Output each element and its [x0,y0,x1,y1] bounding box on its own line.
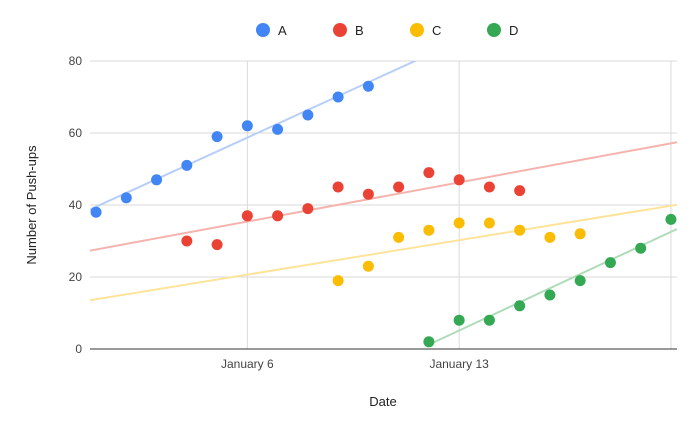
data-point-b [241,210,253,222]
y-tick-label: 0 [75,342,82,356]
legend-label-b: B [355,23,364,38]
y-tick-label: 80 [69,54,83,68]
data-point-c [483,217,495,229]
x-tick-label: January 13 [429,357,489,371]
legend-marker-c [410,23,424,37]
data-point-c [514,224,526,236]
data-point-b [483,181,495,193]
data-point-b [362,188,374,200]
legend-marker-b [333,23,347,37]
data-point-a [241,120,253,132]
data-point-a [120,192,132,204]
data-point-c [332,275,344,287]
trendline-b [90,141,677,252]
y-axis-title: Number of Push-ups [24,145,39,265]
data-point-a [302,109,314,121]
ticks-layer: 0 20 40 60 80 January 6 January 13 [69,54,490,371]
data-point-c [362,260,374,272]
x-axis-title: Date [369,394,396,409]
data-point-d [635,242,647,254]
grid-layer [90,60,677,349]
data-point-a [211,131,223,143]
data-point-c [574,228,586,240]
data-point-d [665,213,677,225]
legend-label-a: A [278,23,287,38]
legend-marker-d [487,23,501,37]
data-point-b [302,203,314,215]
data-point-d [453,314,465,326]
data-point-c [393,231,405,243]
data-point-b [332,181,344,193]
data-point-d [483,314,495,326]
trendline-layer [90,61,677,346]
points-layer [90,80,677,348]
data-point-d [423,336,435,348]
data-point-a [181,159,193,171]
data-point-d [544,289,556,301]
data-point-a [272,123,284,135]
y-tick-label: 40 [69,198,83,212]
data-point-a [151,174,163,186]
data-point-b [423,167,435,179]
trendline-a [90,61,418,211]
data-point-c [423,224,435,236]
x-tick-label: January 6 [221,357,274,371]
legend-label-c: C [432,23,441,38]
legend-label-d: D [509,23,518,38]
data-point-b [393,181,405,193]
data-point-c [453,217,465,229]
data-point-d [574,275,586,287]
data-point-c [544,231,556,243]
data-point-b [211,239,223,251]
data-point-a [362,80,374,92]
data-point-d [514,300,526,312]
data-point-b [453,174,465,186]
data-point-a [332,91,344,103]
data-point-b [181,235,193,247]
trendline-c [90,203,677,302]
data-point-b [514,185,526,197]
data-point-b [272,210,284,222]
data-point-d [604,257,616,269]
y-tick-label: 20 [69,270,83,284]
legend-marker-a [256,23,270,37]
y-tick-label: 60 [69,126,83,140]
legend: A B C D [256,23,518,38]
data-point-a [90,206,102,218]
